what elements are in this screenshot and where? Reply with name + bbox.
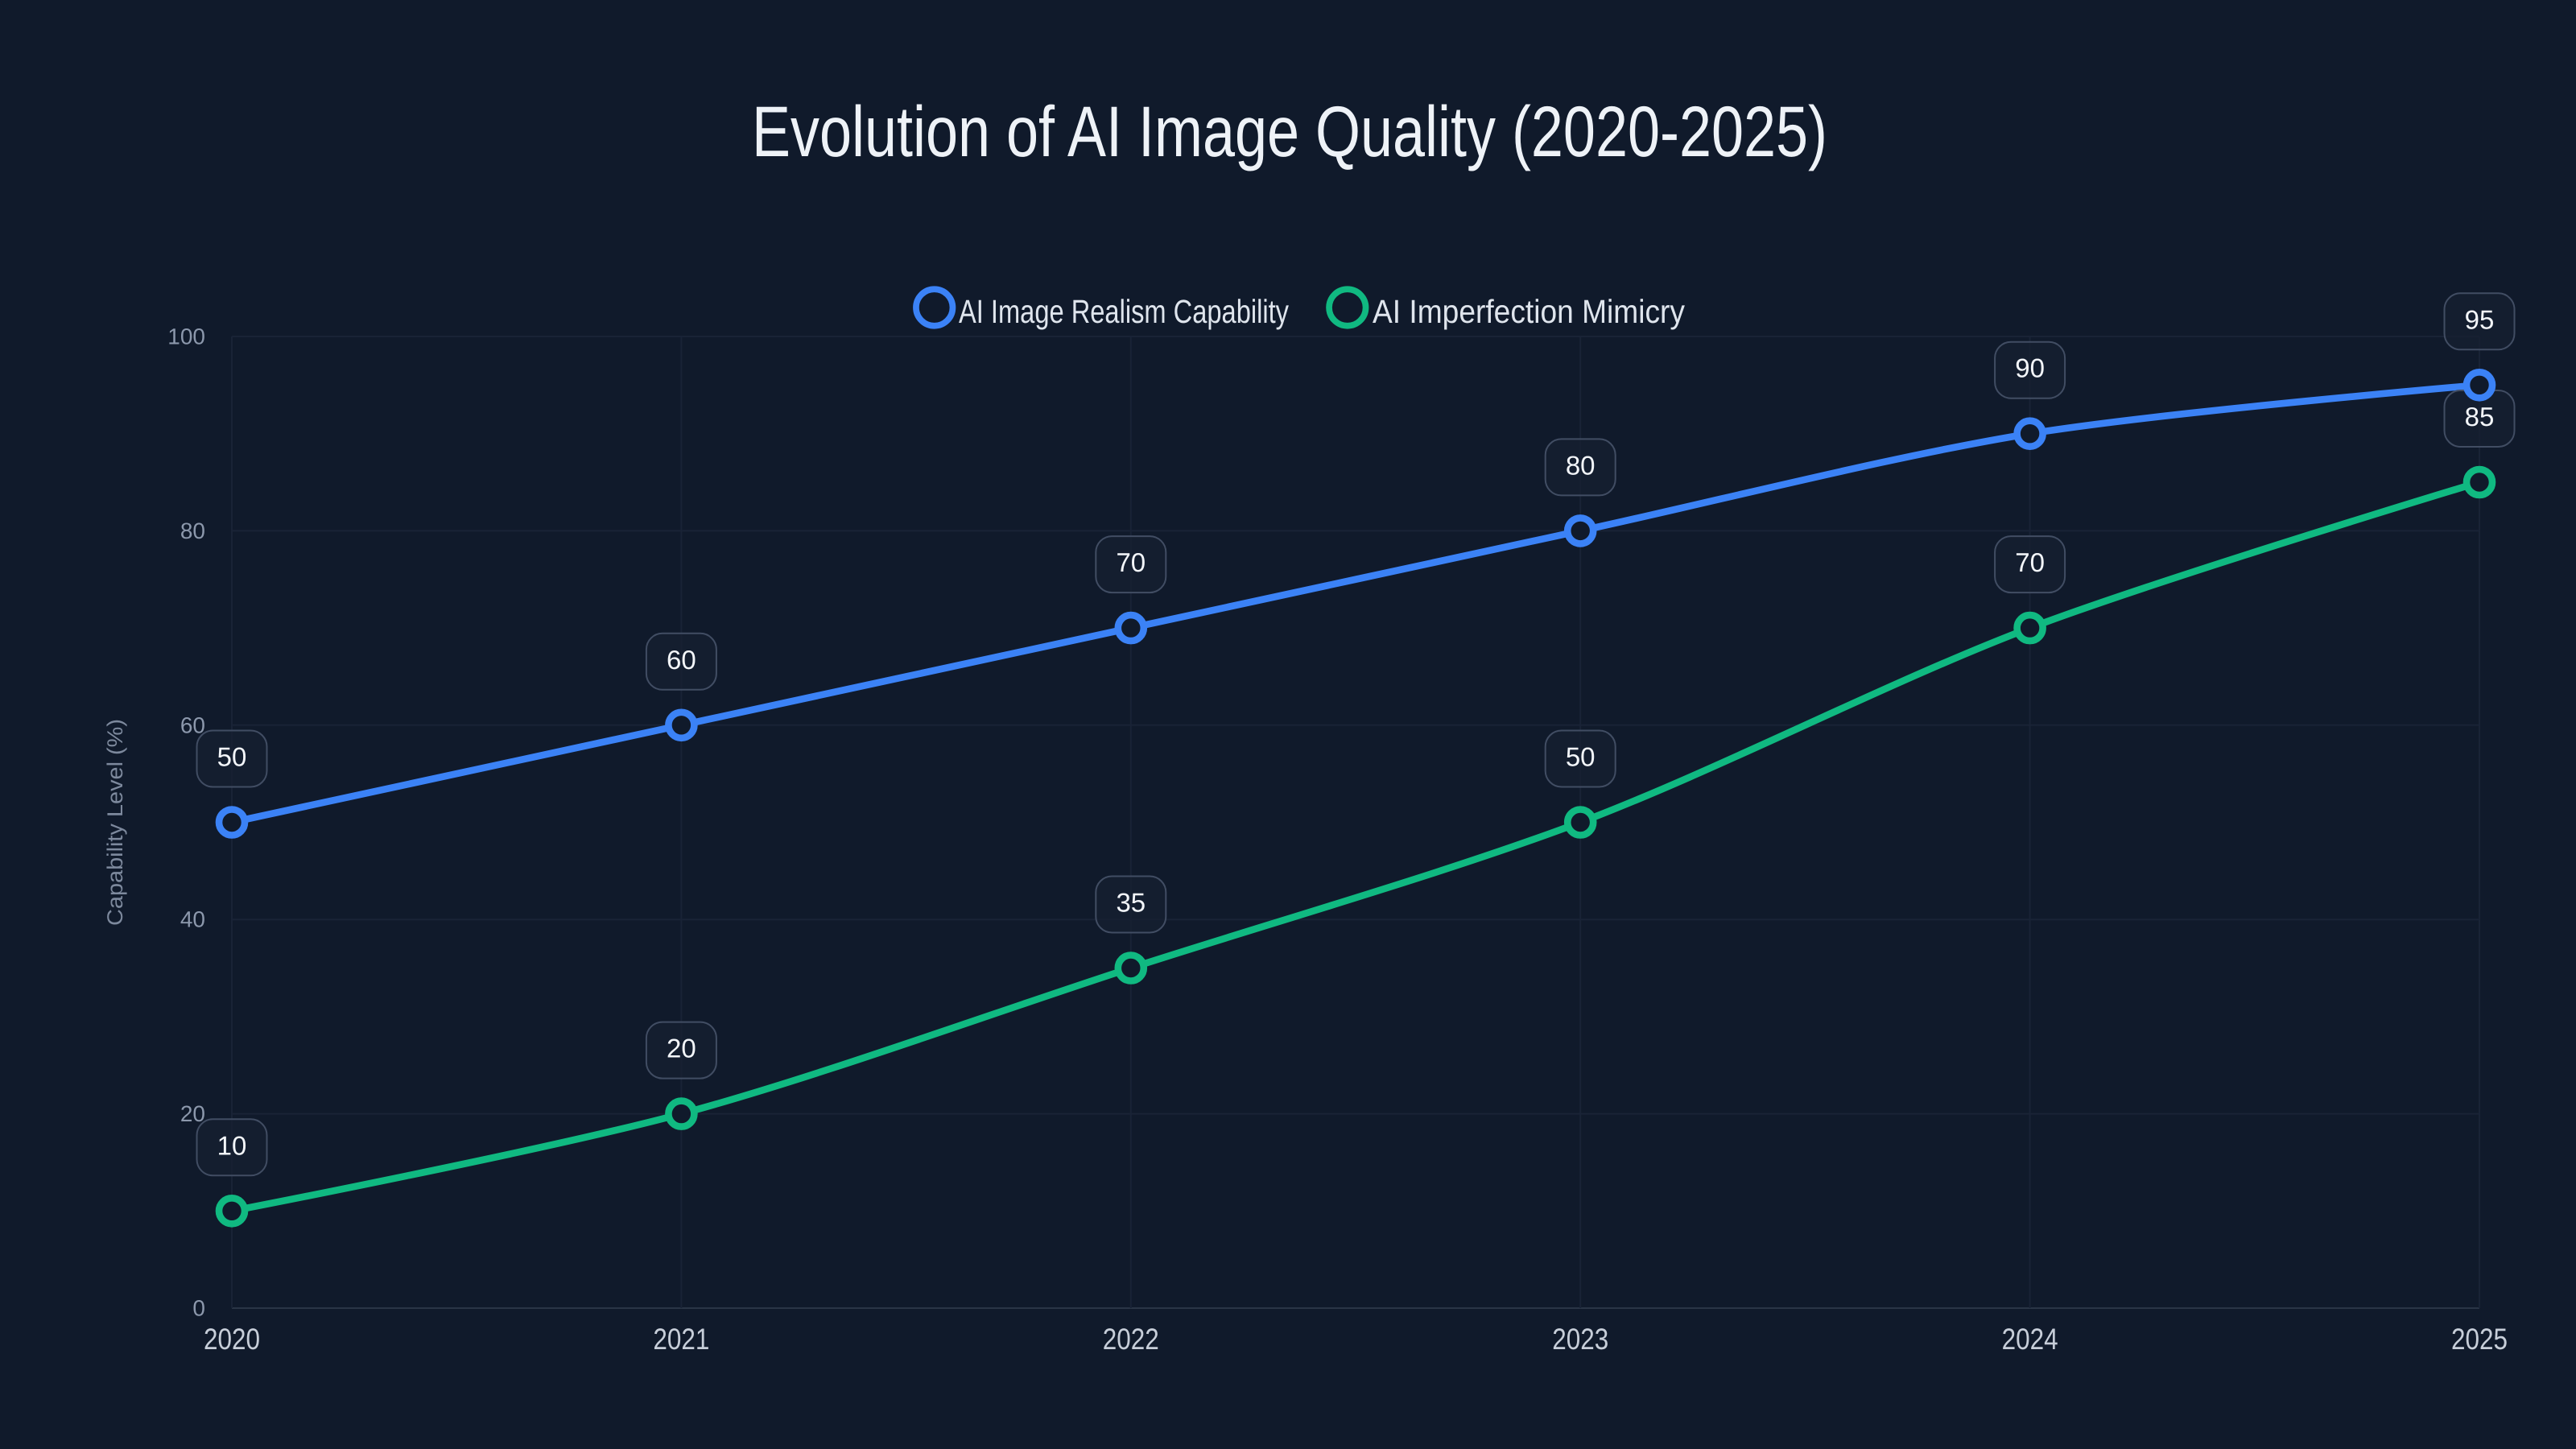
svg-text:100: 100 (167, 324, 205, 349)
svg-text:AI Image Realism Capability: AI Image Realism Capability (959, 293, 1289, 330)
svg-text:40: 40 (180, 907, 205, 932)
svg-text:20: 20 (667, 1034, 696, 1063)
svg-text:80: 80 (180, 518, 205, 543)
svg-text:60: 60 (180, 712, 205, 737)
svg-text:20: 20 (180, 1101, 205, 1126)
svg-text:70: 70 (1116, 547, 1146, 577)
svg-text:60: 60 (667, 645, 696, 675)
svg-text:2024: 2024 (2002, 1323, 2058, 1356)
svg-text:95: 95 (2465, 304, 2495, 334)
svg-text:Capability Level (%): Capability Level (%) (103, 719, 127, 926)
svg-text:70: 70 (2015, 547, 2045, 577)
svg-text:2022: 2022 (1103, 1323, 1159, 1356)
svg-text:Evolution of AI Image Quality: Evolution of AI Image Quality (2020-2025… (752, 91, 1827, 171)
svg-text:2020: 2020 (204, 1323, 260, 1356)
svg-text:0: 0 (192, 1296, 205, 1321)
svg-text:80: 80 (1566, 450, 1596, 480)
svg-text:35: 35 (1116, 888, 1146, 918)
svg-text:90: 90 (2015, 353, 2045, 383)
svg-text:2023: 2023 (1552, 1323, 1608, 1356)
svg-text:2021: 2021 (653, 1323, 709, 1356)
svg-text:10: 10 (217, 1130, 247, 1160)
svg-text:AI Imperfection Mimicry: AI Imperfection Mimicry (1373, 293, 1685, 330)
svg-text:50: 50 (1566, 742, 1596, 772)
svg-text:85: 85 (2465, 402, 2495, 431)
svg-text:50: 50 (217, 742, 247, 772)
svg-text:2025: 2025 (2451, 1323, 2508, 1356)
